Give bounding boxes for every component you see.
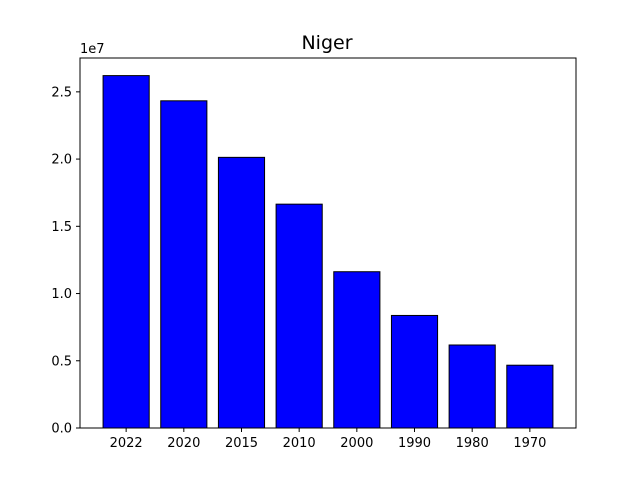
y-tick-label-3: 1.5 [51,220,72,235]
y-axis: 0.0 0.5 1.0 1.5 2.0 2.5 [51,85,80,437]
x-tick-label-2022: 2022 [110,436,143,451]
bars-group [102,75,554,429]
bar-1990 [390,314,439,429]
x-tick-label-2000: 2000 [340,436,373,451]
bar-2010 [275,203,323,429]
bar-1980 [448,344,496,429]
x-tick-label-1990: 1990 [398,436,431,451]
x-axis: 2022 2020 2015 2010 2000 1990 1980 1970 [110,428,546,451]
chart-title: Niger [301,32,352,54]
bar-2022 [102,75,150,429]
bar-2020 [160,100,208,429]
y-tick-label-0: 0.0 [51,422,72,437]
x-tick-label-2010: 2010 [283,436,316,451]
bar-1970 [506,364,554,429]
y-tick-label-1: 0.5 [51,354,72,369]
y-axis-multiplier: 1e7 [80,42,105,57]
x-tick-label-1980: 1980 [456,436,489,451]
bar-2015 [217,156,266,429]
x-tick-label-2015: 2015 [225,436,258,451]
y-tick-label-2: 1.0 [51,287,72,302]
plot-frame [79,57,577,429]
x-tick-label-1970: 1970 [513,436,546,451]
y-tick-label-5: 2.5 [51,85,72,100]
bar-2000 [333,271,381,429]
y-tick-label-4: 2.0 [51,153,72,168]
x-tick-label-2020: 2020 [167,436,200,451]
